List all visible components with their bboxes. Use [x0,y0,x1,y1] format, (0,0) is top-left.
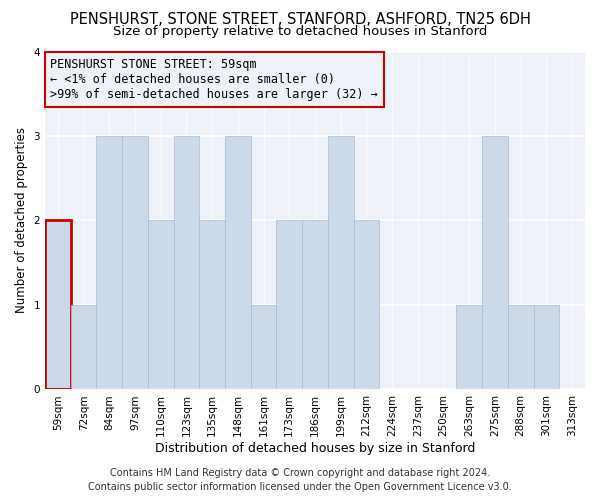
Bar [353,220,379,390]
Bar [225,136,251,390]
Bar [457,305,482,390]
Bar [71,305,97,390]
Bar [328,136,353,390]
Bar [277,220,302,390]
Text: PENSHURST STONE STREET: 59sqm
← <1% of detached houses are smaller (0)
>99% of s: PENSHURST STONE STREET: 59sqm ← <1% of d… [50,58,378,102]
Bar [97,136,122,390]
X-axis label: Distribution of detached houses by size in Stanford: Distribution of detached houses by size … [155,442,475,455]
Text: Contains HM Land Registry data © Crown copyright and database right 2024.
Contai: Contains HM Land Registry data © Crown c… [88,468,512,492]
Bar [122,136,148,390]
Text: Size of property relative to detached houses in Stanford: Size of property relative to detached ho… [113,25,487,38]
Y-axis label: Number of detached properties: Number of detached properties [15,128,28,314]
Bar [45,220,71,390]
Bar [302,220,328,390]
Bar [508,305,533,390]
Bar [533,305,559,390]
Bar [199,220,225,390]
Bar [173,136,199,390]
Text: PENSHURST, STONE STREET, STANFORD, ASHFORD, TN25 6DH: PENSHURST, STONE STREET, STANFORD, ASHFO… [70,12,530,28]
Bar [148,220,173,390]
Bar [482,136,508,390]
Bar [251,305,277,390]
